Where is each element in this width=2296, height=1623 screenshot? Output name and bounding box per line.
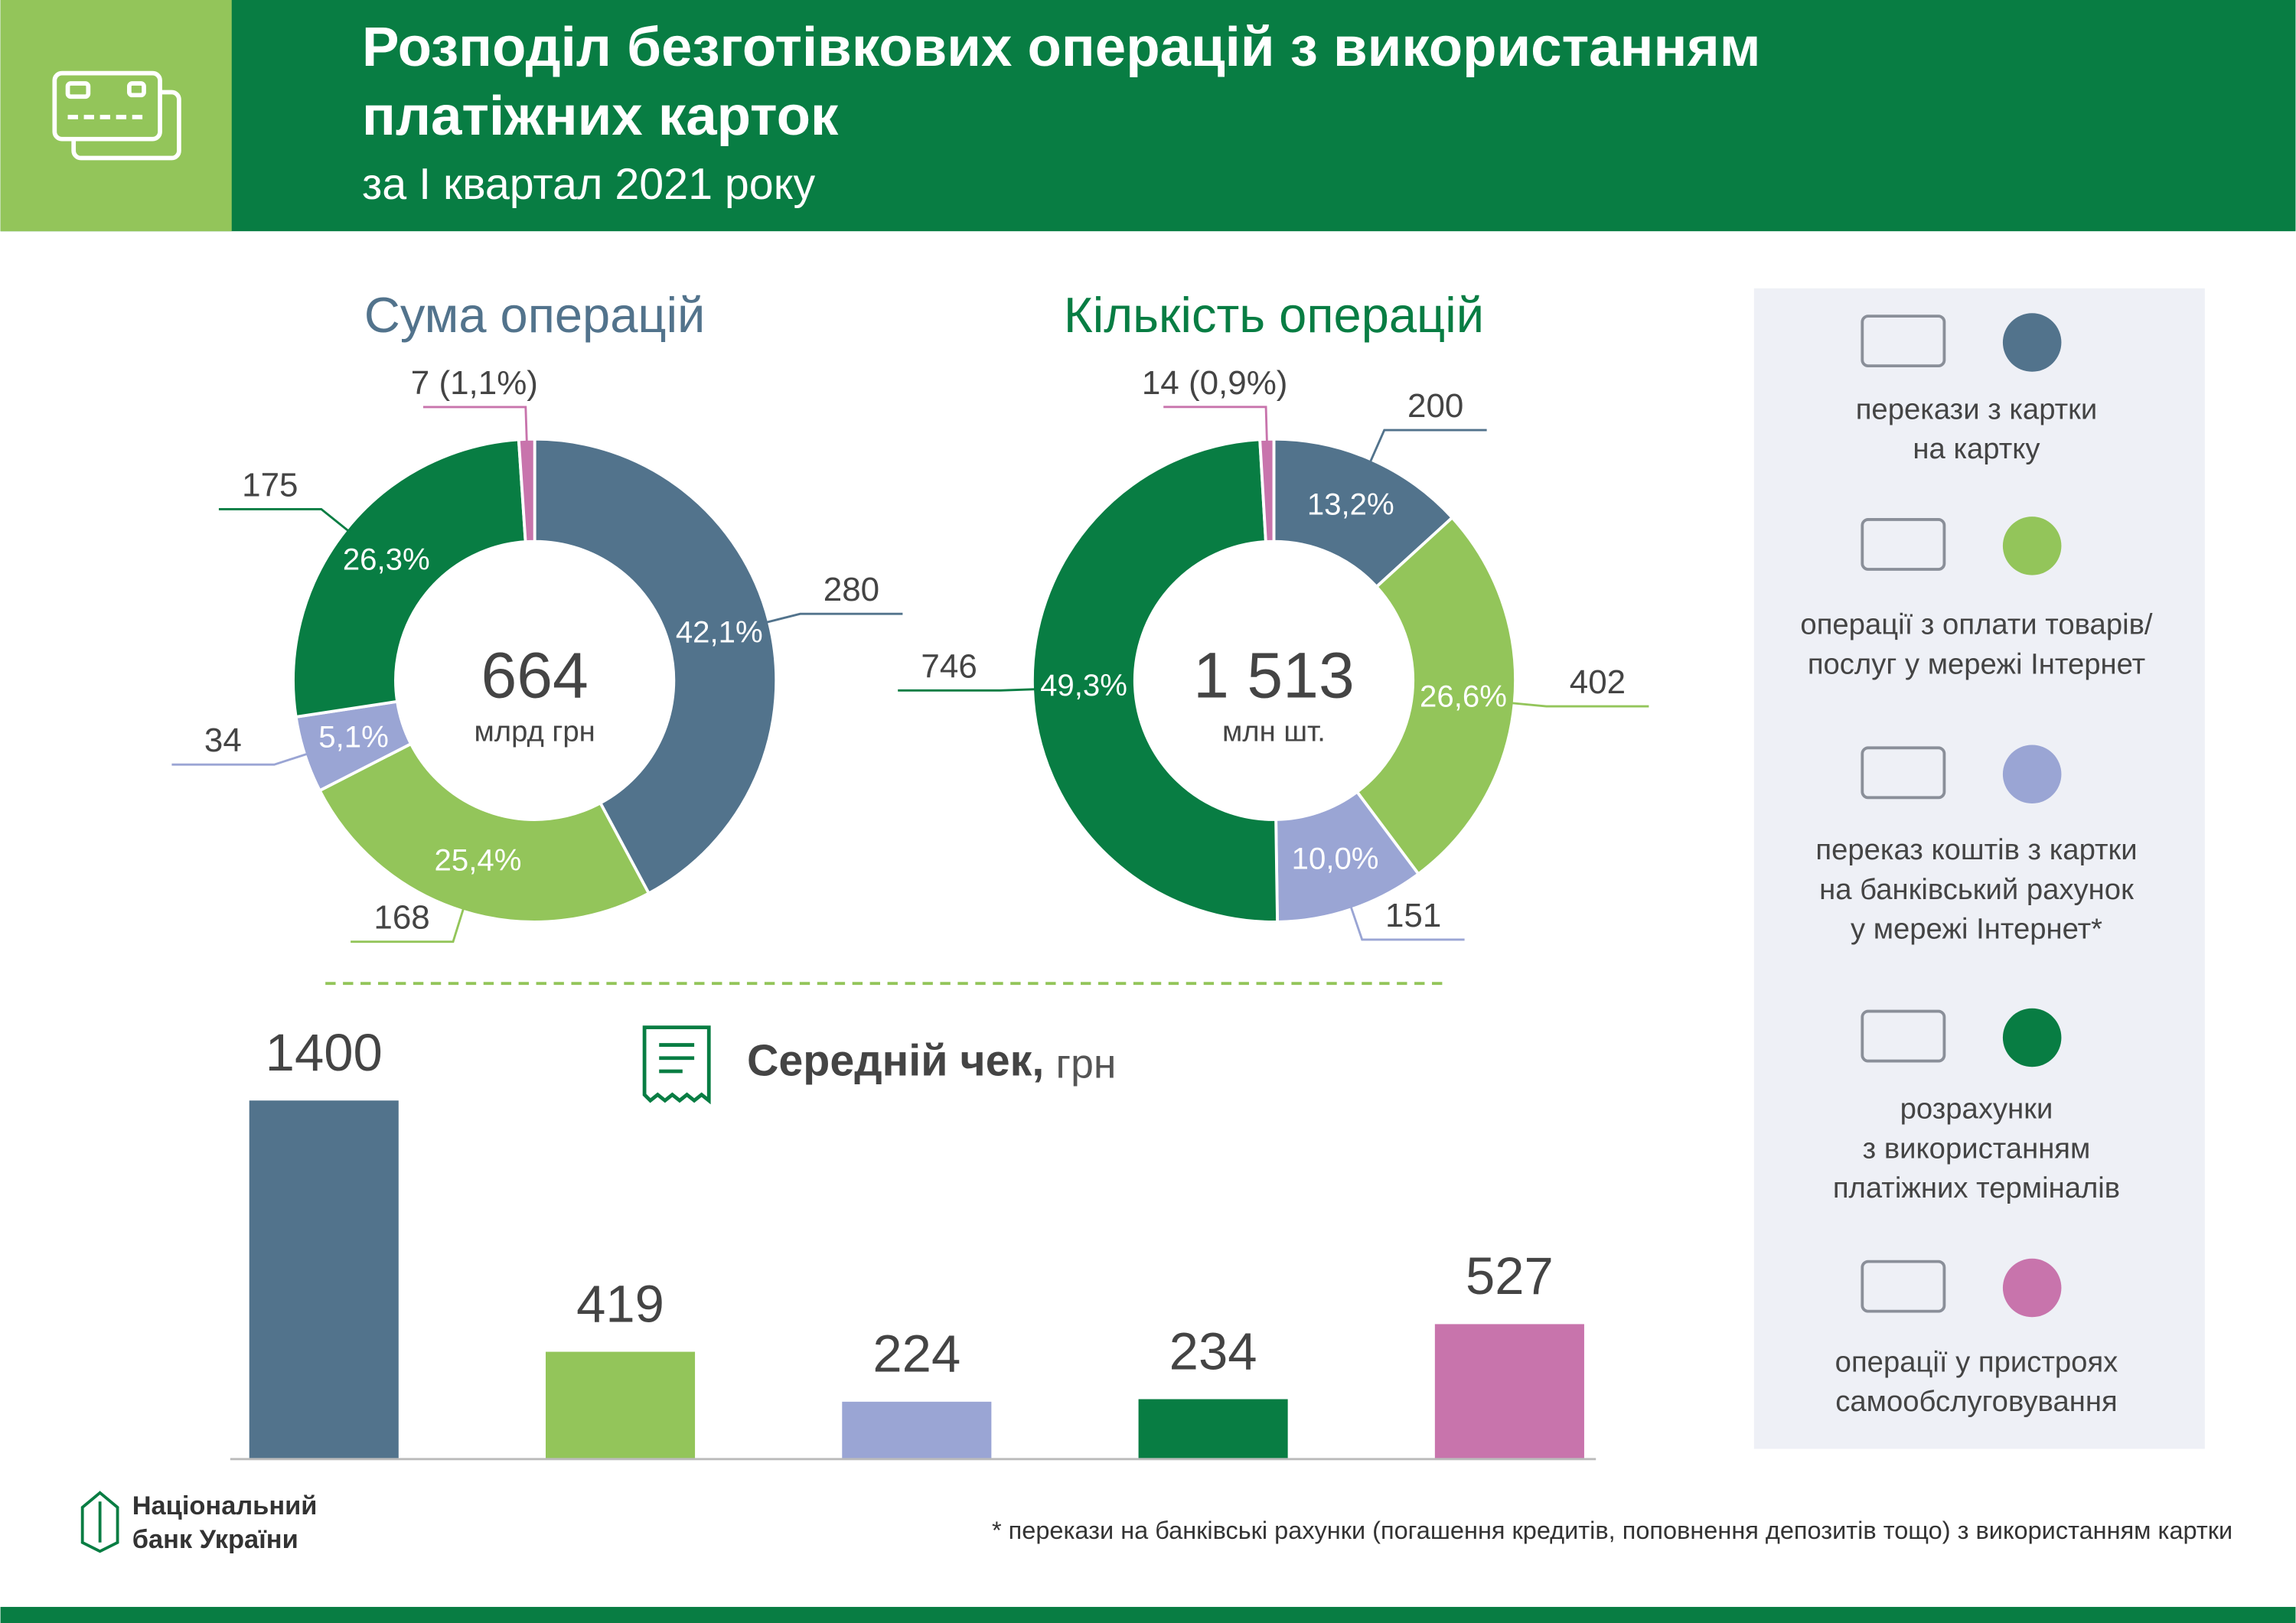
bar-value: 527: [1466, 1247, 1554, 1305]
leader-line: [1349, 903, 1465, 941]
legend-label: переказ коштів з картки: [1815, 833, 2137, 866]
value-label: 168: [373, 899, 429, 937]
bar: [249, 1100, 399, 1459]
value-label: 34: [204, 722, 242, 759]
leader-line: [422, 406, 528, 445]
header-band: [0, 0, 2296, 232]
logo-mark: [80, 1491, 119, 1553]
legend-icon: [1861, 518, 1946, 571]
center-value: 1 513: [1193, 640, 1355, 712]
legend-label: у мережі Інтернет*: [1851, 912, 2102, 945]
share-label: 5,1%: [318, 719, 389, 754]
bar-value: 419: [576, 1274, 664, 1333]
value-label: 175: [242, 466, 298, 504]
donut-segment: [533, 437, 778, 896]
legend-swatch: [2002, 745, 2062, 803]
leader-line: [1163, 406, 1268, 445]
bar: [1434, 1324, 1584, 1459]
donut-segment: [1258, 437, 1276, 543]
title: платіжних карток: [362, 85, 839, 147]
legend-label: перекази з картки: [1856, 393, 2098, 426]
legend-panel: [1753, 288, 2205, 1449]
legend-label: з використанням: [1863, 1132, 2091, 1165]
legend-label: на картку: [1913, 432, 2040, 465]
receipt-icon: [642, 1025, 711, 1105]
value-label: 200: [1407, 387, 1463, 425]
center-value: 664: [481, 640, 588, 712]
donut-segment: [318, 741, 651, 924]
legend-icon: [1861, 1260, 1946, 1313]
legend-swatch: [2002, 313, 2062, 372]
bar: [842, 1401, 992, 1459]
legend-icon: [1861, 314, 1946, 368]
legend-icon: [1861, 746, 1946, 800]
bar-value: 224: [872, 1325, 960, 1383]
bar-value: 1400: [266, 1023, 383, 1082]
share-label: 49,3%: [1040, 668, 1127, 702]
value-label: 151: [1385, 897, 1441, 934]
leader-line: [171, 751, 311, 766]
value-label: 402: [1570, 663, 1626, 701]
legend-label: платіжних терміналів: [1833, 1172, 2120, 1204]
center-unit: млн шт.: [1222, 715, 1326, 748]
leader-line: [218, 507, 352, 534]
share-label: 13,2%: [1307, 487, 1394, 521]
footer-band: [0, 1606, 2296, 1623]
bar-value: 234: [1169, 1322, 1257, 1380]
value-label: 14 (0,9%): [1142, 364, 1288, 402]
logo-text: банк України: [132, 1525, 298, 1554]
leader-line: [762, 612, 903, 624]
legend-swatch: [2002, 517, 2062, 575]
bar-unit: грн: [1056, 1041, 1117, 1087]
leader-line: [351, 904, 466, 943]
value-label: 746: [921, 647, 977, 685]
legend-label: послуг у мережі Інтернет: [1808, 647, 2145, 680]
donut-segment: [517, 437, 536, 544]
title: Розподіл безготівкових операцій з викори…: [362, 16, 1761, 78]
footnote: * перекази на банківські рахунки (погаше…: [992, 1517, 2232, 1544]
bar: [1138, 1399, 1288, 1459]
logo-text: Національний: [132, 1491, 318, 1520]
donut-title: Сума операцій: [364, 287, 706, 343]
card-icon: [52, 70, 181, 161]
bar-title: Середній чек,: [747, 1037, 1044, 1086]
share-label: 26,3%: [343, 542, 430, 576]
share-label: 25,4%: [435, 842, 522, 877]
share-label: 26,6%: [1420, 679, 1507, 713]
legend-label: операції у пристроях: [1835, 1346, 2118, 1379]
donut-segment: [1355, 515, 1517, 876]
value-label: 280: [823, 571, 879, 608]
donut-title: Кількість операцій: [1064, 287, 1484, 343]
leader-line: [1508, 701, 1649, 708]
value-label: 7 (1,1%): [411, 364, 538, 402]
legend-swatch: [2002, 1258, 2062, 1318]
leader-line: [898, 688, 1039, 692]
legend-icon: [1861, 1009, 1946, 1063]
share-label: 10,0%: [1292, 841, 1379, 875]
center-unit: млрд грн: [474, 715, 595, 748]
legend-swatch: [2002, 1008, 2062, 1067]
legend-label: самообслуговування: [1835, 1385, 2117, 1418]
legend-label: на банківський рахунок: [1819, 873, 2134, 906]
donut-segment: [292, 438, 527, 719]
bar: [545, 1351, 696, 1459]
legend-label: розрахунки: [1900, 1093, 2053, 1126]
subtitle: за I квартал 2021 року: [362, 160, 815, 209]
share-label: 42,1%: [676, 614, 763, 649]
legend-label: операції з оплати товарів/: [1800, 608, 2152, 641]
leader-line: [1368, 429, 1487, 466]
donut-segment: [1031, 438, 1280, 924]
